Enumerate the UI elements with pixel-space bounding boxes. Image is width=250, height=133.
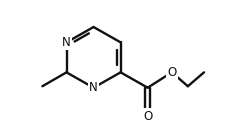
Text: N: N [89,81,98,94]
Text: N: N [62,36,71,49]
Text: O: O [167,66,176,79]
Text: O: O [143,110,152,123]
